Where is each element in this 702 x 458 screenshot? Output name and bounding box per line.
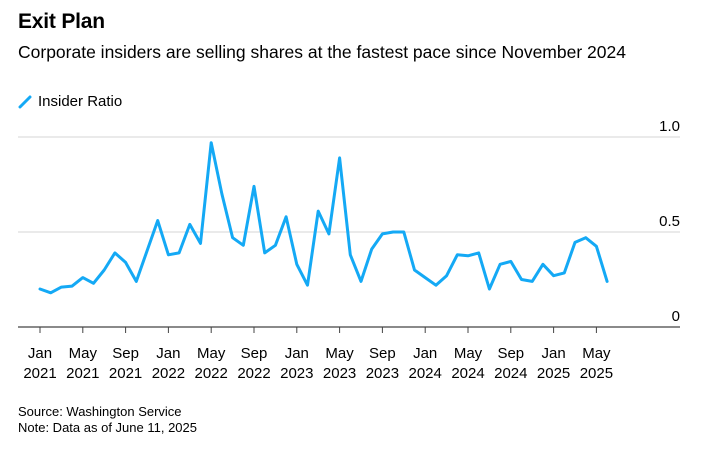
y-tick-label: 1.0 — [659, 118, 680, 135]
x-tick-label-month: Sep — [369, 345, 396, 362]
x-tick-label-year: 2025 — [580, 365, 613, 382]
x-tick-label-year: 2024 — [451, 365, 484, 382]
chart-footer: Source: Washington Service Note: Data as… — [18, 404, 197, 436]
x-tick-label-year: 2025 — [537, 365, 570, 382]
chart-subtitle: Corporate insiders are selling shares at… — [18, 42, 626, 62]
x-tick-label-month: Jan — [28, 345, 52, 362]
x-tick-label-year: 2022 — [195, 365, 228, 382]
x-tick-label-month: May — [582, 345, 611, 362]
x-tick-label-year: 2021 — [109, 365, 142, 382]
x-tick-label-year: 2022 — [237, 365, 270, 382]
legend: Insider Ratio — [18, 93, 122, 110]
x-tick-label-year: 2024 — [409, 365, 442, 382]
x-tick-label-month: May — [454, 345, 483, 362]
x-tick-label-year: 2021 — [66, 365, 99, 382]
x-tick-label-month: May — [69, 345, 98, 362]
legend-swatch-icon — [18, 95, 32, 108]
data-note: Note: Data as of June 11, 2025 — [18, 420, 197, 435]
x-tick-label-year: 2021 — [23, 365, 56, 382]
x-tick-label-month: Jan — [542, 345, 566, 362]
y-tick-label: 0.5 — [659, 213, 680, 230]
series-line-insider-ratio — [38, 141, 609, 295]
x-tick-label-year: 2023 — [280, 365, 313, 382]
x-tick-label-month: Sep — [497, 345, 524, 362]
x-tick-label-month: Jan — [413, 345, 437, 362]
x-tick-label-month: Jan — [285, 345, 309, 362]
x-tick-label-month: May — [197, 345, 226, 362]
x-tick-label-year: 2022 — [152, 365, 185, 382]
chart-title: Exit Plan — [18, 10, 105, 33]
x-tick-label-month: Sep — [241, 345, 268, 362]
source-note: Source: Washington Service — [18, 404, 182, 419]
x-tick-label-year: 2024 — [494, 365, 527, 382]
x-tick-label-year: 2023 — [323, 365, 356, 382]
legend-label: Insider Ratio — [38, 93, 123, 110]
x-tick-label-month: Sep — [112, 345, 139, 362]
x-tick-label-year: 2023 — [366, 365, 399, 382]
x-tick-label-month: Jan — [156, 345, 180, 362]
x-tick-label-month: May — [325, 345, 354, 362]
line-chart: 0 0.5 1.0 Jan 2021 May 2021 Sep 2021 Jan 2022 May 2… — [18, 118, 680, 382]
y-tick-label: 0 — [672, 308, 680, 325]
